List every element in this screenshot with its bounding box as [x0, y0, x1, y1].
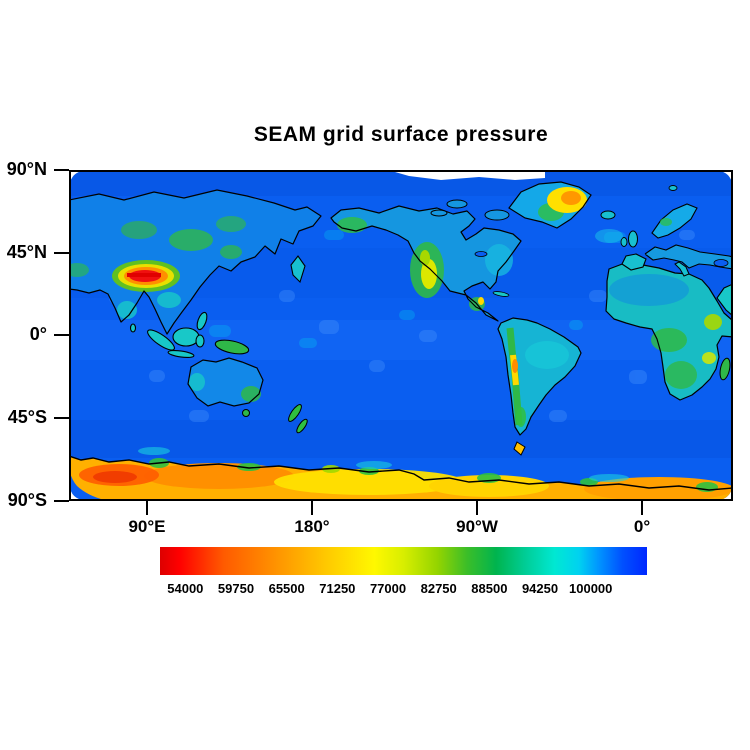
colorbar-label: 100000: [569, 581, 613, 596]
x-tick-label: 180°: [294, 517, 330, 536]
southeast-asia-islands: [129, 311, 250, 359]
x-tick-label: 0°: [633, 517, 651, 536]
x-tick: [641, 501, 643, 515]
x-tick: [311, 501, 313, 515]
colorbar-label: 71250: [319, 581, 356, 596]
north-america-contour-patches: [337, 217, 513, 311]
x-tick-label: 90°W: [456, 517, 498, 536]
world-map-plot: [69, 170, 733, 501]
x-tick: [476, 501, 478, 515]
y-tick-label: 90°N: [6, 159, 47, 179]
y-tick: [54, 252, 69, 254]
grid-gap-top: [395, 172, 545, 180]
colorbar-label: 65500: [268, 581, 305, 596]
africa-contour-patches: [609, 274, 722, 389]
y-tick: [54, 334, 69, 336]
eurasia-contour-patches: [70, 216, 246, 319]
plot-title: SEAM grid surface pressure: [253, 123, 549, 146]
y-tick: [54, 169, 69, 171]
great-britain: [628, 230, 638, 248]
scandinavia: [651, 203, 698, 239]
colorbar-label: 94250: [521, 581, 559, 596]
colorbar-gradient: [160, 547, 647, 575]
canadian-arctic-islands: [430, 199, 510, 221]
y-tick-label: 90°S: [7, 490, 47, 510]
colorbar-labels: 54000 59750 65500 71250 77000 82750 8850…: [160, 581, 616, 596]
x-tick: [146, 501, 148, 515]
map-fill-layer: [70, 171, 732, 500]
arabia-landmass: [716, 283, 732, 318]
colorbar-label: 88500: [471, 581, 508, 596]
iberia: [621, 253, 647, 271]
y-tick-label: 0°: [29, 324, 47, 344]
europe-landmass: [645, 245, 732, 269]
colorbar-label: 59750: [217, 581, 255, 596]
japan: [290, 255, 306, 284]
plot-border: [69, 170, 733, 501]
andes-contour-patches: [506, 327, 569, 427]
ireland: [620, 237, 628, 247]
y-tick: [54, 500, 69, 502]
colorbar-label: 54000: [167, 581, 204, 596]
y-tick: [54, 417, 69, 419]
italy: [674, 261, 690, 277]
y-tick-label: 45°N: [6, 242, 47, 262]
antarctica-coastline: [70, 455, 732, 491]
colorbar-label: 77000: [369, 581, 407, 596]
colorbar-label: 82750: [420, 581, 457, 596]
y-tick-label: 45°S: [7, 407, 47, 427]
x-tick-label: 90°E: [128, 517, 166, 536]
